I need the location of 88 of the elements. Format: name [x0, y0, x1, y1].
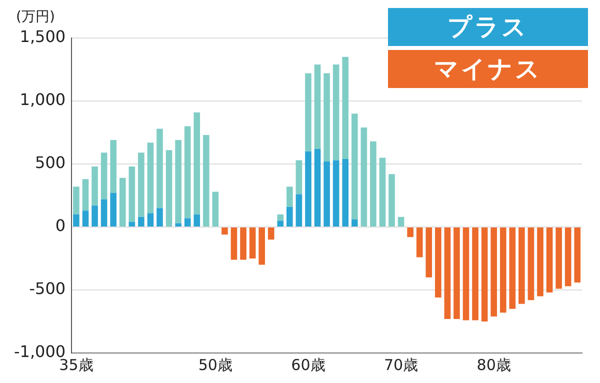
- bar: [119, 178, 126, 226]
- bar: [202, 135, 210, 226]
- bar: [509, 228, 516, 309]
- bar: [175, 223, 182, 226]
- bar: [462, 228, 470, 320]
- x-tick-label: 70歳: [384, 356, 418, 374]
- bar: [296, 194, 302, 226]
- bar: [537, 228, 544, 296]
- bar: [166, 150, 172, 226]
- bar: [342, 56, 349, 159]
- bar: [194, 214, 200, 226]
- bar: [110, 140, 116, 193]
- bar: [128, 222, 136, 226]
- bar: [481, 228, 488, 322]
- bar: [398, 216, 404, 226]
- y-axis-title: (万円): [16, 8, 55, 26]
- bar: [518, 228, 525, 304]
- bar: [194, 112, 200, 214]
- bar: [332, 160, 340, 226]
- bar: [564, 228, 572, 286]
- bar: [444, 228, 451, 319]
- bar: [351, 219, 358, 226]
- bar: [314, 148, 321, 226]
- bar: [82, 210, 89, 226]
- x-tick-label: 50歳: [198, 356, 232, 374]
- text: マイナス: [388, 50, 588, 88]
- y-tick-label: -500: [29, 279, 66, 298]
- bar: [92, 166, 98, 206]
- bar: [528, 228, 534, 300]
- x-tick-label: 80歳: [476, 356, 511, 374]
- y-tick-label: 0: [55, 216, 66, 236]
- bar: [574, 228, 581, 282]
- bar: [73, 214, 80, 226]
- text: プラス: [388, 8, 588, 46]
- bar: [490, 228, 497, 316]
- bar: [388, 174, 395, 226]
- bar: [230, 228, 238, 260]
- bar: [435, 228, 442, 298]
- bar: [156, 208, 163, 226]
- bar: [500, 228, 506, 313]
- bar: [351, 114, 358, 220]
- bar: [82, 179, 89, 211]
- bar: [407, 228, 414, 238]
- bar: [277, 214, 284, 221]
- bar: [342, 158, 349, 226]
- x-tick-label: 60歳: [291, 356, 326, 374]
- bar: [212, 192, 219, 226]
- bar: [416, 228, 423, 258]
- bar: [184, 126, 191, 218]
- bar: [258, 228, 265, 265]
- bar: [240, 228, 246, 260]
- bar: [454, 228, 460, 319]
- bar: [360, 127, 368, 226]
- y-tick-label: 500: [35, 153, 66, 172]
- bar: [305, 73, 312, 152]
- bar: [324, 161, 330, 226]
- bar: [92, 206, 98, 226]
- bar: [286, 186, 293, 207]
- bar: [426, 228, 432, 278]
- y-tick-label: 1,500: [20, 27, 66, 46]
- bar: [175, 140, 182, 224]
- y-tick-label: 1,000: [20, 90, 66, 110]
- bar: [184, 218, 191, 226]
- bar: [100, 199, 108, 226]
- bar: [268, 228, 274, 240]
- bar: [277, 220, 284, 226]
- bar: [222, 228, 228, 235]
- bar: [156, 128, 163, 208]
- bar: [314, 64, 321, 149]
- bar: [546, 228, 553, 293]
- bar: [138, 216, 144, 226]
- bar: [249, 228, 256, 258]
- bar: [147, 213, 154, 226]
- bar: [128, 166, 136, 222]
- bar: [147, 142, 154, 214]
- bar: [332, 64, 340, 160]
- bar: [305, 151, 312, 226]
- bar: [138, 152, 144, 217]
- bar: [324, 73, 330, 162]
- bar: [370, 141, 376, 226]
- bar: [296, 160, 302, 194]
- bar: [472, 228, 478, 320]
- bar: [73, 186, 80, 214]
- bar: [110, 192, 116, 226]
- bar: [286, 206, 293, 226]
- bar: [100, 152, 108, 200]
- bar: [556, 228, 562, 289]
- bar: [379, 158, 386, 226]
